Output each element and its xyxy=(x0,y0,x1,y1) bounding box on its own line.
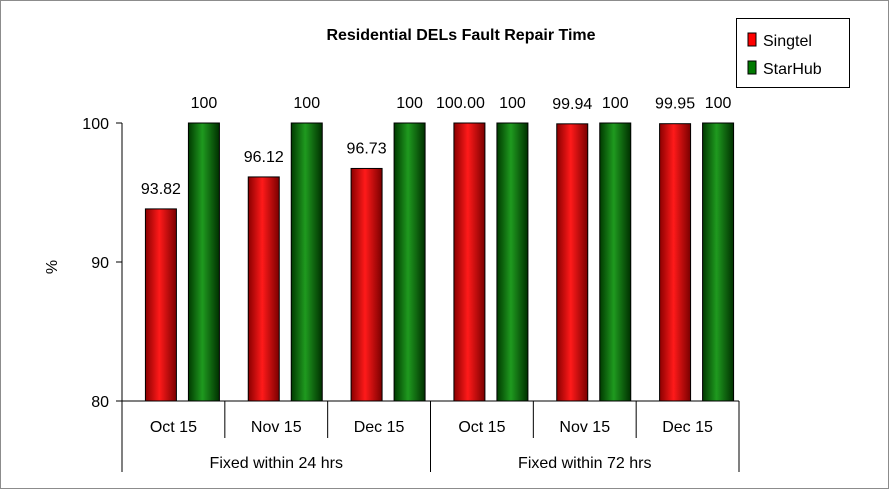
bar-singtel-0 xyxy=(144,208,177,402)
bar-singtel-3 xyxy=(453,122,486,402)
data-label-singtel-2: 96.73 xyxy=(347,140,387,157)
data-label-singtel-0: 93.82 xyxy=(141,181,181,198)
category-label-1: Nov 15 xyxy=(251,419,302,436)
group-label-0: Fixed within 24 hrs xyxy=(210,455,343,472)
data-label-starhub-2: 100 xyxy=(396,95,423,112)
y-tick-label-1: 90 xyxy=(91,255,109,272)
legend-label-starhub: StarHub xyxy=(763,61,822,78)
bar-starhub-4 xyxy=(599,122,632,402)
legend-items: Singtel StarHub xyxy=(747,32,822,78)
legend: Singtel StarHub xyxy=(736,18,850,88)
bars xyxy=(144,122,735,402)
bar-singtel-4 xyxy=(556,123,589,402)
category-label-5: Dec 15 xyxy=(662,419,713,436)
data-label-singtel-4: 99.94 xyxy=(552,96,592,113)
data-label-singtel-5: 99.95 xyxy=(655,96,695,113)
bar-singtel-2 xyxy=(350,167,383,402)
bar-starhub-0 xyxy=(187,122,220,402)
category-label-2: Dec 15 xyxy=(354,419,405,436)
y-tick-label-2: 100 xyxy=(82,116,109,133)
group-label-1: Fixed within 72 hrs xyxy=(518,455,651,472)
bar-singtel-5 xyxy=(659,123,692,402)
legend-label-singtel: Singtel xyxy=(763,33,812,50)
bar-starhub-2 xyxy=(393,122,426,402)
axes: 80 90 100 Oct 15 Nov 15 Dec 15 Oct 15 Nov 15 Dec… xyxy=(82,116,740,472)
data-label-starhub-4: 100 xyxy=(602,95,629,112)
data-labels: 93.82 96.12 96.73 100.00 99.94 99.95 100 100 100… xyxy=(141,95,732,198)
bar-singtel-1 xyxy=(247,176,280,402)
data-label-starhub-0: 100 xyxy=(191,95,218,112)
y-axis-label: % xyxy=(44,260,61,274)
data-label-singtel-1: 96.12 xyxy=(244,149,284,166)
bar-starhub-1 xyxy=(290,122,323,402)
data-label-starhub-3: 100 xyxy=(499,95,526,112)
category-label-3: Oct 15 xyxy=(458,419,505,436)
bar-starhub-3 xyxy=(496,122,529,402)
legend-swatch-starhub xyxy=(747,60,757,75)
legend-swatch-singtel xyxy=(747,32,757,47)
data-label-starhub-5: 100 xyxy=(705,95,732,112)
category-label-0: Oct 15 xyxy=(150,419,197,436)
category-label-4: Nov 15 xyxy=(559,419,610,436)
data-label-starhub-1: 100 xyxy=(293,95,320,112)
data-label-singtel-3: 100.00 xyxy=(436,95,485,112)
chart-title: Residential DELs Fault Repair Time xyxy=(326,27,595,44)
y-tick-label-0: 80 xyxy=(91,394,109,411)
bar-starhub-5 xyxy=(702,122,735,402)
